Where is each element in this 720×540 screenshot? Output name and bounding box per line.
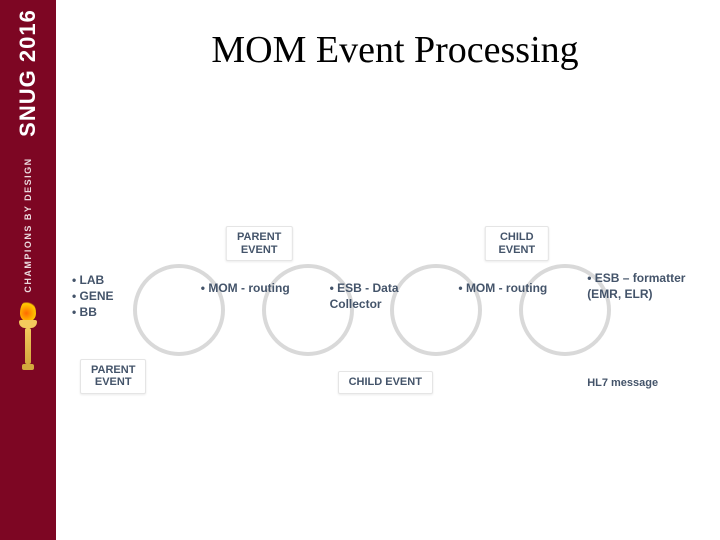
stage-bullets: ESB – formatter (EMR, ELR) [587, 270, 710, 302]
flow-diagram: LAB GENE BB PARENTEVENT PARENTEVENT MOM … [66, 220, 710, 400]
sidebar: SNUG 2016 CHAMPIONS BY DESIGN [0, 0, 56, 540]
sidebar-logo: SNUG 2016 [15, 9, 41, 137]
bullet-item: BB [72, 304, 114, 320]
bullet-item: MOM - routing [201, 280, 290, 296]
bullet-item: MOM - routing [458, 280, 547, 296]
sidebar-tagline: CHAMPIONS BY DESIGN [23, 157, 33, 292]
slide-title: MOM Event Processing [100, 28, 690, 72]
torch-icon [18, 300, 38, 380]
stage-bullets: MOM - routing [201, 280, 290, 296]
stage-label-bottom: CHILD EVENT [338, 371, 433, 394]
stage-label-bottom: PARENTEVENT [80, 359, 146, 394]
bullet-item: ESB – formatter (EMR, ELR) [587, 270, 710, 302]
flow-stage-2: PARENTEVENT MOM - routing [195, 230, 324, 390]
stage-bullets: MOM - routing [458, 280, 547, 296]
stage-label-bottom: HL7 message [587, 373, 658, 394]
bullet-item: GENE [72, 288, 114, 304]
bullet-item: ESB - Data Collector [330, 280, 453, 312]
flow-stage-1: LAB GENE BB PARENTEVENT [66, 230, 195, 390]
bullet-item: LAB [72, 272, 114, 288]
stage-label-top: CHILD EVENT [485, 226, 549, 261]
slide: SNUG 2016 CHAMPIONS BY DESIGN MOM Event … [0, 0, 720, 540]
stage-label-top: PARENTEVENT [226, 226, 292, 261]
flow-stage-4: CHILD EVENT MOM - routing [452, 230, 581, 390]
stage-bullets: ESB - Data Collector [330, 280, 453, 312]
flow-stage-5: ESB – formatter (EMR, ELR) HL7 message [581, 230, 710, 390]
flow-stage-3: ESB - Data Collector CHILD EVENT [324, 230, 453, 390]
stage-bullets: LAB GENE BB [72, 272, 114, 321]
